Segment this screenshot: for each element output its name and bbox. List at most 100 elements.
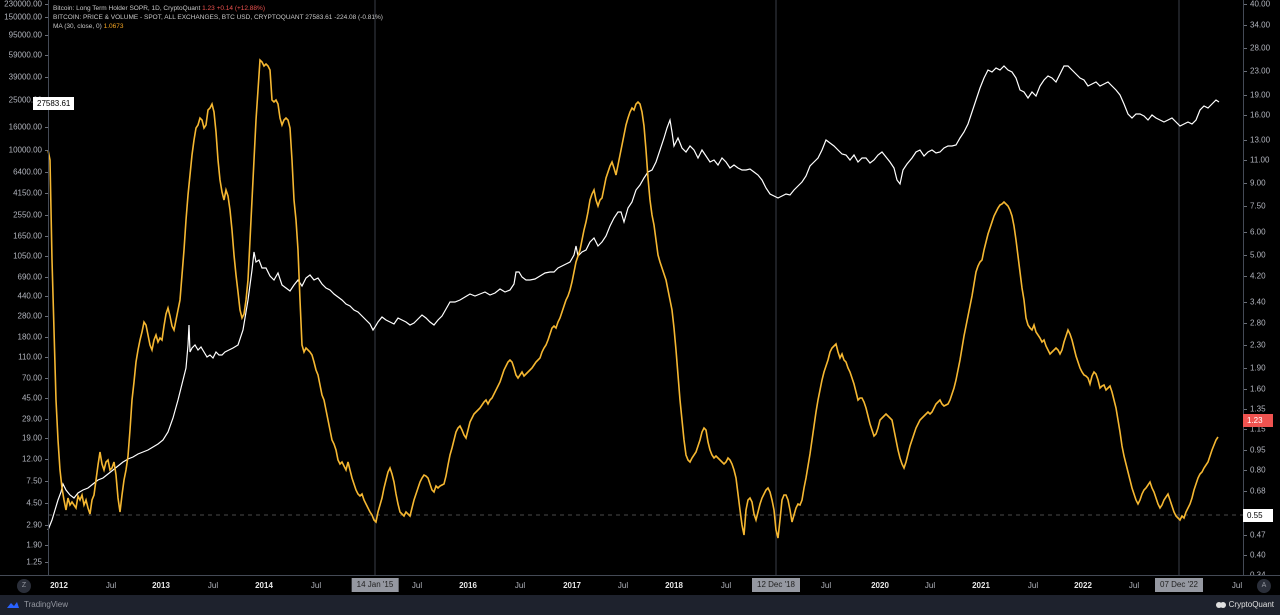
cryptoquant-brand: CryptoQuant <box>1215 600 1274 609</box>
time-axis-highlight-label: 07 Dec '22 <box>1155 578 1203 592</box>
left-axis-tick-label: 16000.00 <box>8 122 42 132</box>
left-axis-tick-mark <box>45 481 48 482</box>
right-axis-tick-label: 2.80 <box>1250 318 1266 328</box>
time-axis-tick-label: 2013 <box>152 581 170 590</box>
left-axis-tick-label: 1.25 <box>26 557 42 567</box>
right-sopr-axis[interactable]: 40.00 34.00 28.00 23.00 19.00 16.00 13.00 11.00… <box>1243 0 1280 580</box>
left-axis-tick-mark <box>45 296 48 297</box>
time-axis-tick-label: Jul <box>820 581 832 590</box>
left-axis-tick-mark <box>45 337 48 338</box>
right-axis-tick-label: 19.00 <box>1250 90 1271 100</box>
plot-area[interactable] <box>0 0 1280 595</box>
time-axis-tick-label: Jul <box>720 581 732 590</box>
right-axis-tick-mark <box>1244 25 1247 26</box>
time-axis-tick-label: Jul <box>514 581 526 590</box>
tradingview-brand[interactable]: TradingView <box>6 600 68 609</box>
left-axis-tick-label: 19.00 <box>21 433 42 443</box>
right-axis-tick-label: 13.00 <box>1250 135 1271 145</box>
left-axis-tick-label: 29.00 <box>21 414 42 424</box>
right-axis-tick-label: 6.00 <box>1250 227 1266 237</box>
left-axis-tick-mark <box>45 459 48 460</box>
right-axis-tick-mark <box>1244 555 1247 556</box>
time-axis[interactable]: Z A 2012 Jul 2013 Jul 2014 Jul Jul 2016 Jul 2017 J… <box>0 575 1280 596</box>
right-axis-tick-label: 0.80 <box>1250 465 1266 475</box>
left-axis-tick-label: 12.00 <box>21 454 42 464</box>
zoom-reset-button[interactable]: Z <box>17 579 31 593</box>
legend-row-sopr[interactable]: Bitcoin: Long Term Holder SOPR, 1D, Cryp… <box>53 5 265 12</box>
right-axis-tick-label: 3.40 <box>1250 297 1266 307</box>
left-axis-tick-label: 1050.00 <box>13 251 42 261</box>
right-axis-tick-label: 1.15 <box>1250 424 1266 434</box>
left-axis-tick-mark <box>45 127 48 128</box>
footer-bar: TradingView CryptoQuant <box>0 595 1280 615</box>
legend-row-ma[interactable]: MA (30, close, 0) 1.0673 <box>53 23 124 30</box>
left-axis-tick-mark <box>45 215 48 216</box>
right-axis-tick-label: 11.00 <box>1250 155 1270 165</box>
time-axis-tick-label: Jul <box>1128 581 1140 590</box>
btc-price-line <box>47 65 1220 531</box>
left-axis-tick-mark <box>45 236 48 237</box>
right-axis-tick-mark <box>1244 345 1247 346</box>
chart-legend: Bitcoin: Long Term Holder SOPR, 1D, Cryp… <box>53 4 383 31</box>
chart-plot-svg <box>47 0 1243 575</box>
left-axis-tick-label: 10000.00 <box>8 145 42 155</box>
right-axis-tick-label: 0.95 <box>1250 445 1266 455</box>
legend-row-price[interactable]: BITCOIN: PRICE & VOLUME - SPOT, ALL EXCH… <box>53 14 383 21</box>
right-axis-tick-mark <box>1244 535 1247 536</box>
right-axis-tick-label: 5.00 <box>1250 250 1266 260</box>
left-axis-tick-label: 39000.00 <box>8 72 42 82</box>
time-axis-tick-label: 2022 <box>1074 581 1092 590</box>
time-axis-tick-label: Jul <box>411 581 423 590</box>
current-price-badge: 27583.61 <box>33 97 75 110</box>
left-axis-tick-mark <box>45 378 48 379</box>
left-axis-tick-mark <box>45 35 48 36</box>
right-axis-tick-mark <box>1244 71 1247 72</box>
right-axis-tick-mark <box>1244 255 1247 256</box>
right-axis-tick-label: 0.68 <box>1250 486 1266 496</box>
right-axis-tick-label: 34.00 <box>1250 20 1271 30</box>
left-axis-tick-mark <box>45 193 48 194</box>
auto-scale-button[interactable]: A <box>1257 579 1271 593</box>
time-axis-tick-label: 2014 <box>255 581 273 590</box>
right-axis-tick-mark <box>1244 115 1247 116</box>
left-price-axis[interactable]: 230000.00 150000.00 95000.00 59000.00 39000.… <box>0 0 49 575</box>
time-axis-tick-label: 2016 <box>459 581 477 590</box>
right-axis-tick-mark <box>1244 183 1247 184</box>
right-axis-tick-label: 28.00 <box>1250 43 1271 53</box>
current-sopr-badge: 1.23 <box>1243 414 1273 427</box>
right-axis-tick-mark <box>1244 409 1247 410</box>
right-axis-tick-mark <box>1244 450 1247 451</box>
time-axis-highlight-label: 12 Dec '18 <box>752 578 800 592</box>
left-axis-tick-label: 230000.00 <box>4 0 42 9</box>
left-axis-tick-label: 2.90 <box>26 520 42 530</box>
left-axis-tick-label: 280.00 <box>17 311 42 321</box>
right-axis-tick-label: 7.50 <box>1250 201 1266 211</box>
right-axis-tick-mark <box>1244 95 1247 96</box>
right-axis-tick-mark <box>1244 368 1247 369</box>
right-axis-tick-mark <box>1244 491 1247 492</box>
left-axis-tick-label: 45.00 <box>21 393 42 403</box>
time-axis-highlight-label: 14 Jan '15 <box>351 578 399 592</box>
time-axis-tick-label: Jul <box>105 581 117 590</box>
left-axis-tick-mark <box>45 55 48 56</box>
right-axis-tick-mark <box>1244 429 1247 430</box>
left-axis-tick-mark <box>45 562 48 563</box>
right-axis-tick-mark <box>1244 389 1247 390</box>
left-axis-tick-label: 59000.00 <box>8 50 42 60</box>
left-axis-tick-mark <box>45 316 48 317</box>
time-axis-tick-label: 2018 <box>665 581 683 590</box>
time-axis-tick-label: Jul <box>207 581 219 590</box>
tradingview-cloud-icon <box>7 602 19 608</box>
left-axis-tick-label: 1.90 <box>26 540 42 550</box>
right-axis-tick-mark <box>1244 4 1247 5</box>
left-axis-tick-label: 6400.00 <box>13 167 42 177</box>
left-axis-tick-mark <box>45 525 48 526</box>
left-axis-tick-mark <box>45 438 48 439</box>
left-axis-tick-mark <box>45 357 48 358</box>
time-axis-tick-label: Jul <box>924 581 936 590</box>
left-axis-tick-label: 440.00 <box>17 291 42 301</box>
left-axis-tick-mark <box>45 172 48 173</box>
left-axis-tick-label: 180.00 <box>17 332 42 342</box>
time-axis-tick-label: 2017 <box>563 581 581 590</box>
